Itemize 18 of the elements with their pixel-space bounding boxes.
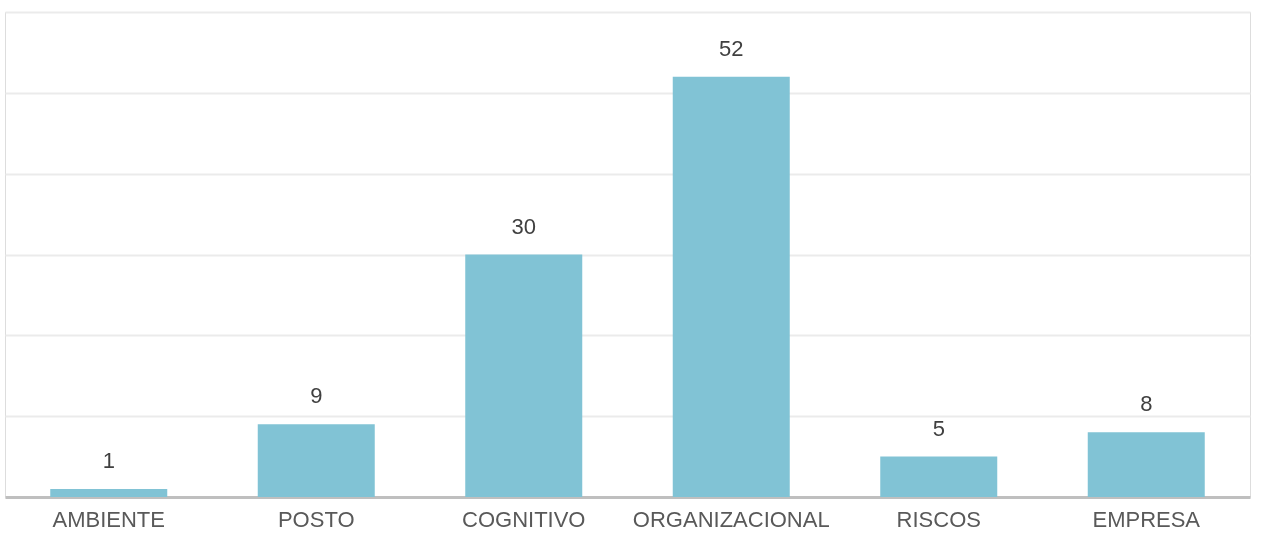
x-tick-label: ORGANIZACIONAL bbox=[632, 506, 830, 532]
x-tick-label: EMPRESA bbox=[1092, 506, 1201, 532]
data-label: 30 bbox=[511, 213, 536, 239]
x-tick-label: POSTO bbox=[277, 506, 355, 532]
data-label: 5 bbox=[932, 415, 945, 441]
x-tick-label: AMBIENTE bbox=[52, 506, 165, 532]
x-tick-label: RISCOS bbox=[896, 506, 981, 532]
bar bbox=[50, 488, 168, 497]
bar bbox=[1087, 432, 1205, 497]
bar bbox=[672, 76, 790, 497]
bar bbox=[880, 456, 998, 497]
data-label: 9 bbox=[310, 383, 323, 409]
data-label: 1 bbox=[102, 447, 115, 473]
x-tick-label: COGNITIVO bbox=[462, 506, 586, 532]
bar bbox=[257, 424, 375, 497]
bar bbox=[465, 254, 583, 497]
data-label: 52 bbox=[719, 35, 744, 61]
data-label: 8 bbox=[1140, 391, 1153, 417]
